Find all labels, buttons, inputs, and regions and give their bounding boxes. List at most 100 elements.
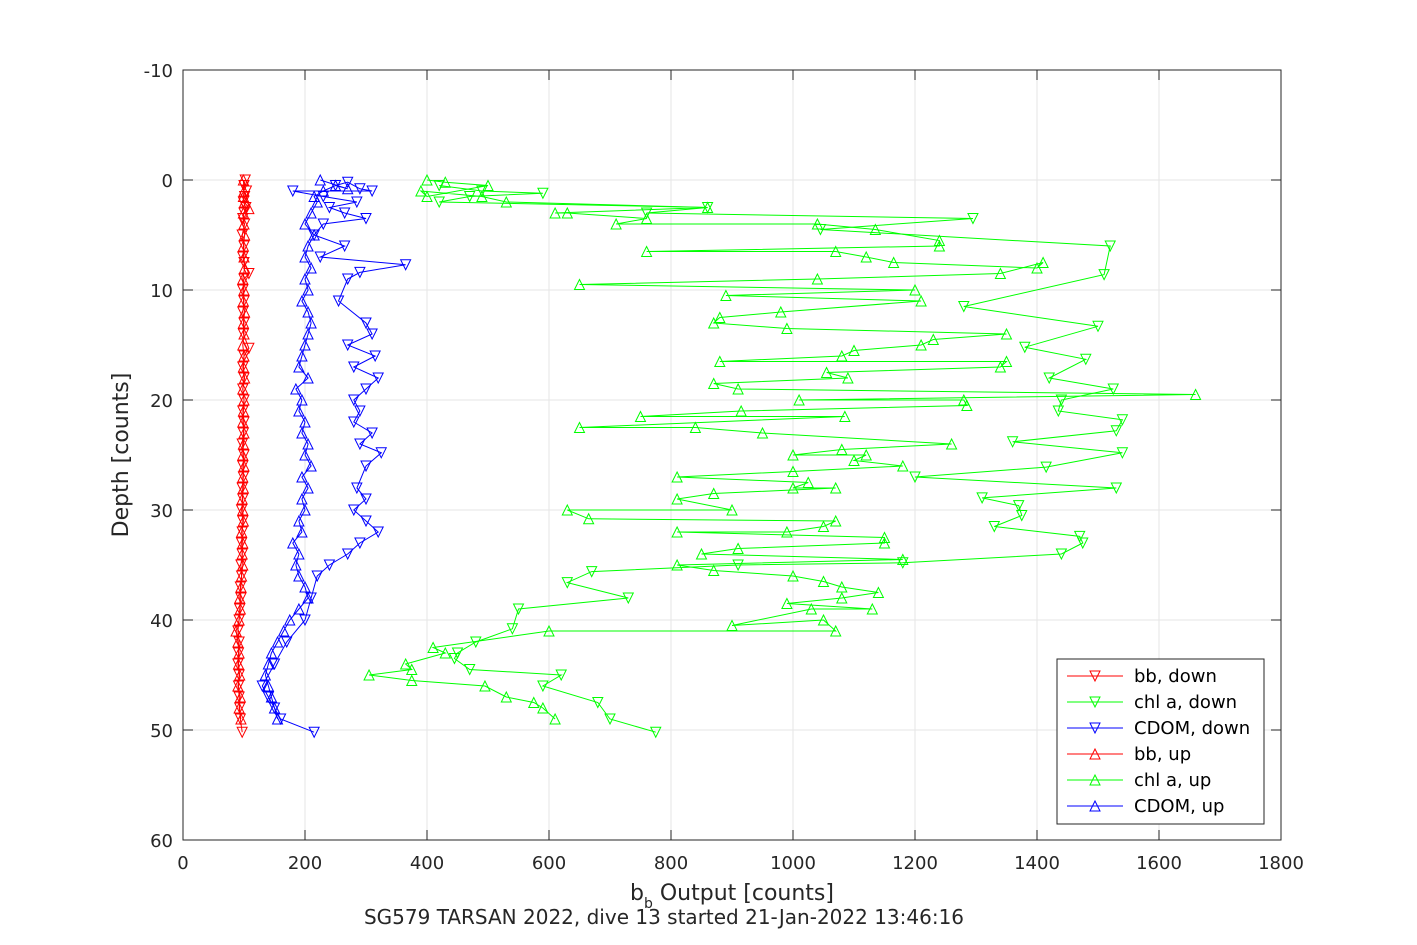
series-line xyxy=(369,179,1196,720)
data-point xyxy=(610,217,622,230)
data-point xyxy=(233,636,245,649)
data-point xyxy=(293,602,305,615)
data-point xyxy=(399,259,412,271)
data-point xyxy=(347,394,360,407)
data-point xyxy=(561,206,574,219)
data-point xyxy=(238,393,250,406)
data-point xyxy=(236,272,249,285)
data-point xyxy=(735,404,747,417)
y-tick-label: 40 xyxy=(150,611,173,632)
data-point xyxy=(296,525,308,538)
data-point xyxy=(238,250,250,263)
data-point xyxy=(399,657,412,670)
data-point xyxy=(323,202,336,214)
data-point xyxy=(375,447,388,459)
data-point xyxy=(237,239,250,252)
data-point xyxy=(372,526,385,539)
data-point xyxy=(860,448,873,461)
data-point xyxy=(277,624,290,637)
data-point xyxy=(360,317,372,330)
data-point xyxy=(305,261,317,274)
data-point xyxy=(967,213,979,225)
data-point xyxy=(299,580,311,593)
x-tick-label: 600 xyxy=(532,853,566,874)
data-point xyxy=(793,393,805,406)
data-point xyxy=(271,635,284,648)
data-point xyxy=(329,179,342,191)
data-point xyxy=(527,696,540,708)
legend-item: chl a, up xyxy=(1067,770,1211,791)
data-point xyxy=(909,283,921,296)
data-point xyxy=(271,712,284,725)
data-point xyxy=(290,558,302,571)
data-point xyxy=(671,492,683,505)
data-point xyxy=(839,410,851,422)
data-point xyxy=(338,207,351,220)
legend-item: chl a, down xyxy=(1067,692,1237,713)
x-tick-label: 1200 xyxy=(892,853,938,874)
data-point xyxy=(236,284,249,297)
data-point xyxy=(237,514,250,527)
data-point xyxy=(549,206,561,219)
legend-item: CDOM, up xyxy=(1067,796,1224,817)
data-point xyxy=(302,371,314,384)
data-point xyxy=(1006,436,1019,448)
data-point xyxy=(238,459,250,472)
data-point xyxy=(238,349,250,362)
data-point xyxy=(848,454,860,466)
data-point xyxy=(293,569,305,582)
data-point xyxy=(280,636,293,649)
data-point xyxy=(286,185,299,198)
data-point xyxy=(640,207,653,220)
data-point xyxy=(707,487,720,499)
data-point xyxy=(860,250,873,263)
x-tick-label: 1000 xyxy=(770,853,816,874)
data-point xyxy=(317,218,330,231)
data-point xyxy=(994,267,1007,279)
data-point xyxy=(774,305,787,318)
data-point xyxy=(537,680,549,693)
data-point xyxy=(308,726,320,739)
data-point xyxy=(238,228,251,241)
data-point xyxy=(582,512,595,525)
data-point xyxy=(238,218,251,231)
data-point xyxy=(259,668,272,681)
legend-box xyxy=(1056,658,1265,825)
data-point xyxy=(302,437,314,450)
data-point xyxy=(305,459,317,472)
chart-title: SG579 TARSAN 2022, dive 13 started 21-Ja… xyxy=(364,905,964,929)
legend-marker xyxy=(1089,747,1101,760)
data-point xyxy=(1052,405,1065,418)
data-point xyxy=(945,437,958,450)
data-point xyxy=(296,426,308,439)
data-point xyxy=(233,701,245,714)
ticks: 0 200 400 600 800 1000 1200 1400 1600 1800 -10 0 10 2… xyxy=(144,61,1304,874)
data-point xyxy=(1104,240,1117,253)
data-point xyxy=(236,448,249,461)
data-point xyxy=(236,547,248,560)
data-point xyxy=(236,536,249,549)
data-point xyxy=(233,591,246,604)
data-point xyxy=(604,713,616,726)
data-point xyxy=(543,624,555,637)
data-point xyxy=(427,641,439,653)
data-point xyxy=(274,713,287,726)
data-point xyxy=(360,213,372,225)
data-point xyxy=(573,278,586,290)
data-point xyxy=(1116,447,1129,459)
data-point xyxy=(299,503,311,516)
data-point xyxy=(238,283,250,296)
data-point xyxy=(1098,269,1110,281)
data-point xyxy=(988,521,1001,533)
series-line xyxy=(264,179,348,720)
data-point xyxy=(314,173,327,186)
data-point xyxy=(896,557,909,569)
legend-marker xyxy=(1089,696,1101,709)
data-point xyxy=(1055,394,1068,407)
data-point xyxy=(787,448,799,461)
data-point xyxy=(293,514,305,527)
data-point xyxy=(237,206,250,219)
data-point xyxy=(1073,530,1086,543)
data-point xyxy=(817,575,830,587)
